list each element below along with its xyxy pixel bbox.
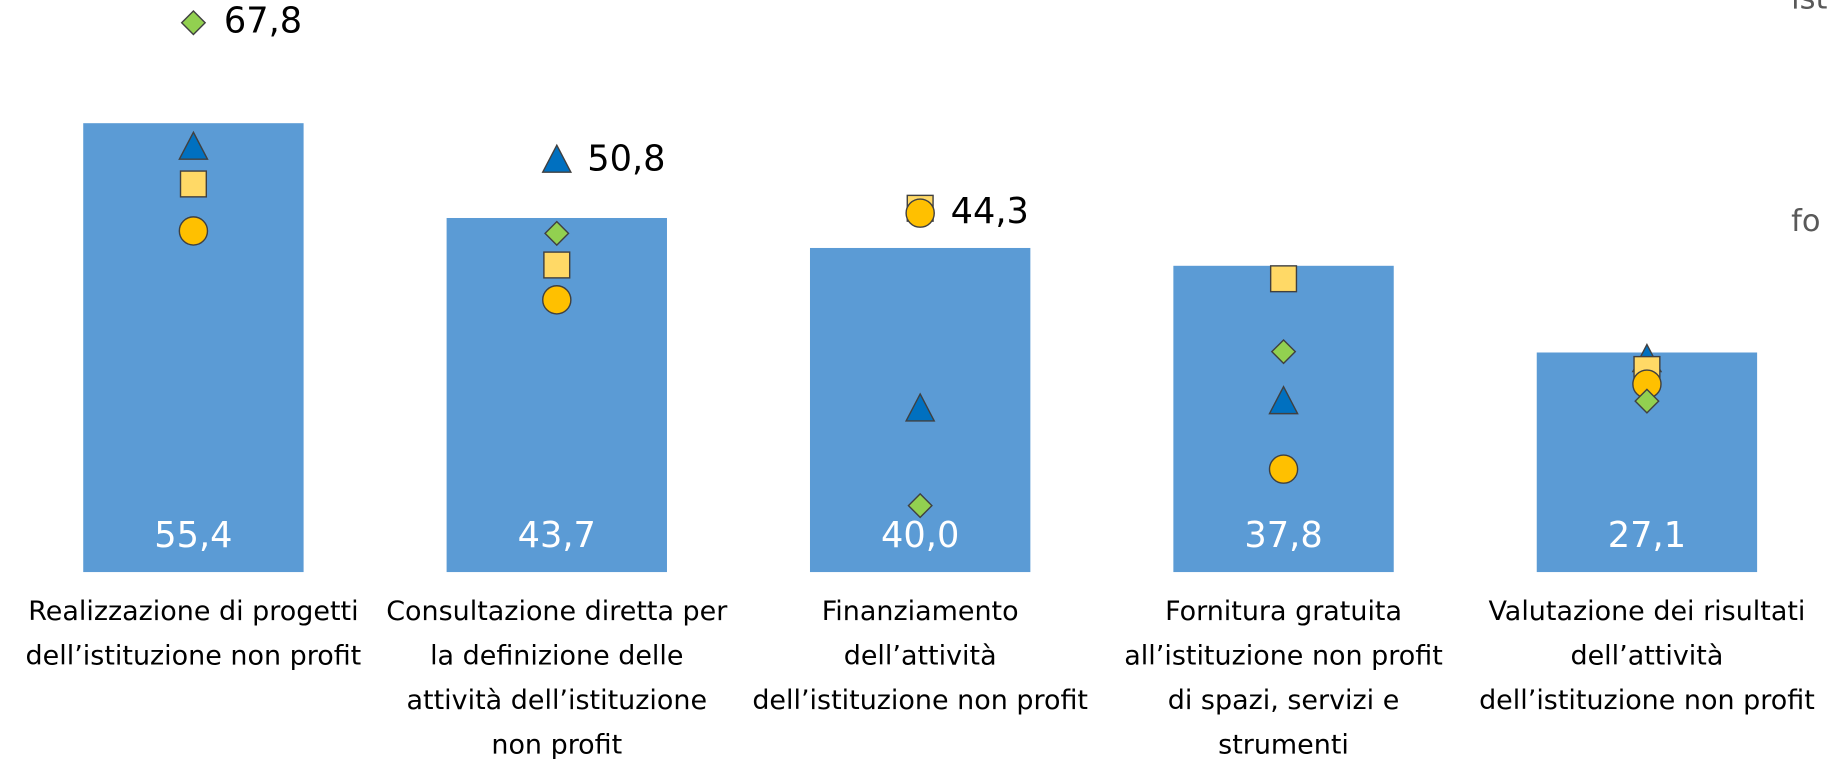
x-tick-label-line: Fornitura gratuita — [1165, 595, 1402, 626]
marker-value-label: 44,3 — [951, 191, 1029, 232]
x-tick-label-line: Finanziamento — [822, 595, 1019, 626]
legend-fragment: fo — [1791, 204, 1820, 239]
marker-circle — [1268, 454, 1299, 484]
bar-value-label: 40,0 — [881, 515, 959, 556]
x-tick-label: Consultazione diretta per la definizione … — [386, 595, 728, 760]
x-tick-label-line: Realizzazione di progetti — [28, 595, 358, 626]
x-tick-label-line: Consultazione diretta per — [386, 595, 728, 626]
bar-value-label: 37,8 — [1244, 515, 1322, 556]
x-tick-label-line: di spazi, servizi e — [1168, 685, 1400, 716]
x-tick-label-line: Valutazione dei risultati — [1488, 595, 1805, 626]
marker-diamond — [1270, 338, 1297, 365]
marker-value-label: 67,8 — [224, 1, 302, 42]
x-tick-label-line: dell’attività — [844, 640, 997, 671]
marker-triangle — [178, 130, 209, 160]
x-tick-label: Realizzazione di progetti dell’istituzion… — [26, 595, 362, 671]
x-tick-label-line: dell’istituzione non profit — [1479, 685, 1815, 716]
marker-value-label: 50,8 — [587, 138, 665, 179]
marker-circle — [905, 198, 935, 228]
marker-circle — [178, 216, 209, 246]
bar — [83, 123, 304, 573]
x-tick-label-line: la definizione delle — [430, 640, 683, 671]
bar-value-label: 55,4 — [154, 515, 232, 556]
marker-circle — [542, 285, 572, 315]
x-tick-label: Fornitura gratuita all’istituzione non pr… — [1124, 595, 1443, 760]
marker-diamond — [180, 10, 207, 36]
bar — [1173, 265, 1394, 573]
marker-square — [543, 251, 571, 279]
marker-diamond — [544, 220, 570, 247]
x-tick-label-line: dell’istituzione non profit — [26, 640, 362, 671]
legend-fragment: ist — [1791, 0, 1827, 17]
marker-square — [179, 170, 208, 198]
x-tick-label: Valutazione dei risultati dell’attività de… — [1479, 595, 1815, 715]
marker-diamond — [907, 492, 933, 519]
marker-triangle — [1268, 385, 1299, 415]
x-tick-label-line: dell’istituzione non profit — [752, 685, 1088, 716]
x-tick-label-line: dell’attività — [1570, 640, 1723, 671]
marker-triangle — [541, 143, 573, 173]
x-tick-label-line: attività dell’istituzione — [407, 685, 708, 716]
marker-square — [1269, 265, 1298, 293]
x-tick-label: Finanziamento dell’attività dell’istituzio… — [752, 595, 1088, 715]
x-tick-label-line: non profit — [491, 729, 622, 760]
bar-value-label: 43,7 — [518, 515, 596, 556]
x-tick-label-line: all’istituzione non profit — [1124, 640, 1443, 671]
marker-diamond — [1634, 388, 1660, 414]
x-tick-label-line: strumenti — [1218, 729, 1349, 760]
marker-triangle — [904, 392, 936, 422]
bar-value-label: 27,1 — [1608, 515, 1686, 556]
